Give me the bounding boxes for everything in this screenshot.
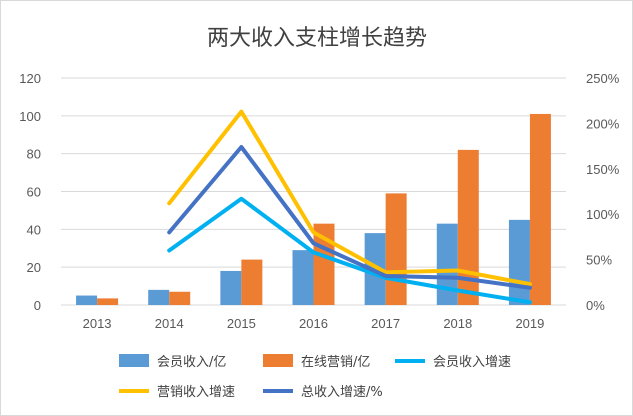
x-tick-label: 2015 (227, 316, 256, 331)
line-series-3 (167, 145, 532, 290)
right-tick-label: 100% (586, 207, 620, 222)
legend-label: 会员收入增速 (433, 355, 511, 370)
left-tick-label: 40 (27, 222, 41, 237)
bar-2018-series-2 (457, 149, 479, 305)
left-tick-label: 60 (27, 185, 41, 200)
x-tick-label: 2013 (83, 316, 112, 331)
left-axis-ticks: 0 20 40 60 80 100 120 (19, 71, 41, 313)
bar-2015-series-1 (220, 270, 242, 305)
right-tick-label: 50% (586, 253, 612, 268)
line-series-2 (167, 109, 532, 287)
left-tick-label: 80 (27, 147, 41, 162)
legend-label: 营销收入增速 (157, 385, 235, 400)
x-tick-label: 2019 (515, 316, 544, 331)
left-tick-label: 120 (19, 71, 41, 86)
bar-2017-series-2 (385, 193, 407, 305)
bar-2013-series-1 (76, 295, 98, 305)
left-tick-label: 0 (34, 298, 41, 313)
right-tick-label: 250% (586, 71, 620, 86)
legend-label: 会员收入/亿 (157, 355, 226, 370)
right-tick-label: 150% (586, 162, 620, 177)
bar-2016-series-1 (292, 250, 314, 305)
x-tick-label: 2017 (371, 316, 400, 331)
x-tick-label: 2014 (155, 316, 184, 331)
right-axis-ticks: 0% 50% 100% 150% 200% 250% (586, 71, 620, 313)
bar-2018-series-1 (436, 223, 458, 305)
legend-swatch (119, 354, 149, 367)
left-tick-label: 20 (27, 260, 41, 275)
right-tick-label: 200% (586, 116, 620, 131)
x-tick-label: 2018 (443, 316, 472, 331)
legend-label: 在线营销/亿 (301, 355, 370, 370)
chart-title: 两大收入支柱增长趋势 (207, 26, 427, 51)
legend-label: 总收入增速/% (301, 385, 383, 400)
growth-lines (167, 109, 532, 305)
left-tick-label: 100 (19, 109, 41, 124)
x-tick-label: 2016 (299, 316, 328, 331)
bar-2015-series-2 (241, 259, 263, 305)
bar-2019-series-2 (529, 113, 551, 305)
bar-2014-series-2 (169, 291, 191, 305)
right-tick-label: 0% (586, 298, 605, 313)
bar-2014-series-1 (148, 289, 170, 305)
line-series-1 (167, 196, 532, 305)
legend-swatch (263, 354, 293, 367)
x-axis-ticks: 2013 2014 2015 2016 2017 2018 2019 (83, 316, 545, 331)
bar-2019-series-1 (508, 219, 530, 305)
bar-2013-series-2 (97, 298, 119, 305)
